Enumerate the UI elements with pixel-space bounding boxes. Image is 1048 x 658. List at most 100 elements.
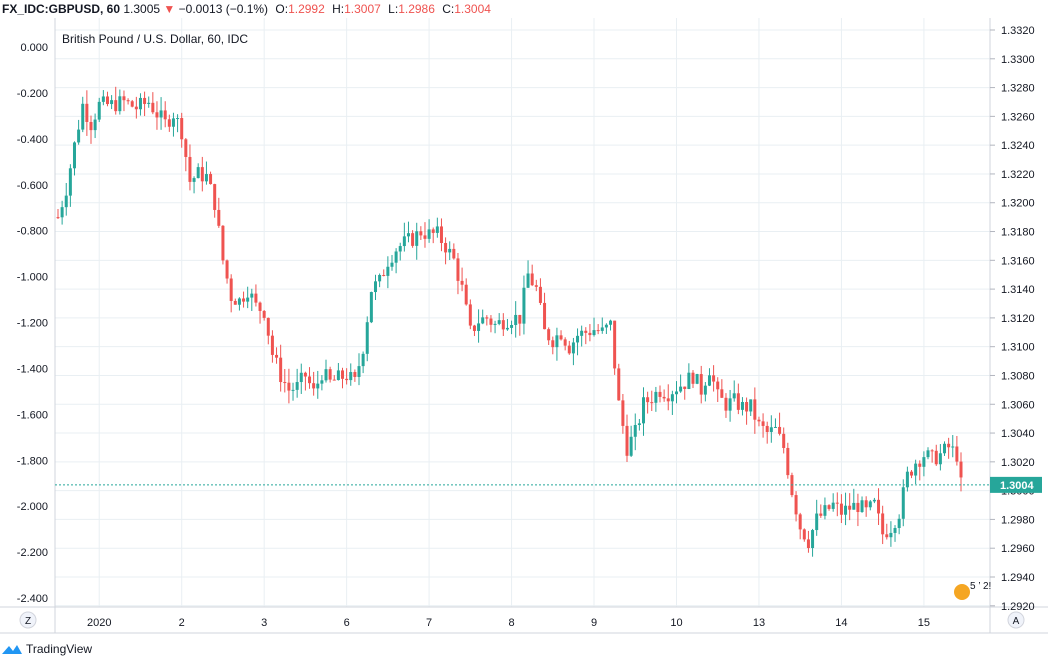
candle-body bbox=[439, 226, 443, 244]
candle-body bbox=[130, 101, 134, 107]
candle-body bbox=[320, 380, 324, 384]
right-axis-tick-label: 1.2920 bbox=[1001, 601, 1035, 613]
candle-body bbox=[881, 513, 885, 535]
log-scale-button[interactable] bbox=[19, 611, 37, 629]
candle-body bbox=[811, 530, 815, 549]
candle-body bbox=[378, 274, 382, 282]
right-axis-tick-label: 1.3020 bbox=[1001, 457, 1035, 469]
right-axis-tick-label: 1.3300 bbox=[1001, 54, 1035, 66]
candle-body bbox=[501, 320, 505, 330]
candle-body bbox=[93, 119, 97, 131]
candle-body bbox=[167, 119, 171, 127]
candle-body bbox=[250, 293, 254, 298]
candle-body bbox=[576, 335, 580, 343]
candle-body bbox=[497, 320, 501, 324]
candle-body bbox=[658, 391, 662, 397]
right-axis-tick-label: 1.3080 bbox=[1001, 370, 1035, 382]
left-axis-tick-label: -1.200 bbox=[17, 318, 48, 330]
candle-body bbox=[922, 457, 926, 467]
left-axis-tick-label: -2.000 bbox=[17, 501, 48, 513]
event-flag-icon[interactable] bbox=[954, 584, 970, 600]
candle-body bbox=[831, 502, 835, 509]
candle-body bbox=[72, 142, 76, 169]
candle-body bbox=[242, 298, 246, 302]
candle-body bbox=[485, 317, 489, 319]
candle-body bbox=[518, 314, 522, 324]
candle-body bbox=[872, 499, 876, 502]
candle-body bbox=[534, 285, 538, 287]
candle-body bbox=[237, 298, 241, 305]
candle-body bbox=[555, 335, 559, 348]
candle-body bbox=[258, 302, 262, 311]
candle-body bbox=[773, 426, 777, 428]
candle-body bbox=[291, 389, 295, 391]
candle-body bbox=[68, 168, 72, 196]
candle-body bbox=[794, 495, 798, 515]
current-price-label: 1.3004 bbox=[1000, 480, 1035, 492]
candle-body bbox=[489, 318, 493, 325]
candle-body bbox=[77, 129, 81, 143]
candle-body bbox=[114, 100, 118, 112]
time-axis-tick-label: 2 bbox=[179, 617, 185, 629]
candle-body bbox=[543, 302, 547, 330]
candle-body bbox=[819, 513, 823, 516]
candle-body bbox=[192, 178, 196, 182]
left-axis-tick-label: -2.200 bbox=[17, 547, 48, 559]
candle-body bbox=[287, 382, 291, 391]
candle-body bbox=[918, 463, 922, 467]
candle-body bbox=[580, 330, 584, 336]
candle-body bbox=[650, 402, 654, 404]
event-badge: 5 ’ 2! bbox=[970, 581, 991, 592]
low-value: 1.2986 bbox=[398, 2, 435, 16]
candle-body bbox=[530, 273, 534, 286]
time-axis-tick-label: 8 bbox=[508, 617, 514, 629]
candle-body bbox=[402, 236, 406, 247]
candle-body bbox=[126, 100, 130, 102]
candle-body bbox=[60, 207, 64, 218]
candle-body bbox=[609, 320, 613, 325]
candle-body bbox=[889, 532, 893, 538]
time-axis-tick-label: 15 bbox=[918, 617, 930, 629]
time-axis-tick-label: 6 bbox=[344, 617, 350, 629]
price-chart[interactable]: 1.3320 1.3300 1.3280 1.3260 1.3240 1.3220 1.32… bbox=[0, 0, 1048, 640]
change-arrow-icon: ▼ bbox=[163, 2, 176, 16]
candle-body bbox=[353, 372, 357, 377]
left-axis-tick-label: -1.400 bbox=[17, 363, 48, 375]
time-axis-tick-label: 7 bbox=[426, 617, 432, 629]
right-axis-tick-label: 1.3320 bbox=[1001, 25, 1035, 37]
open-label: O: bbox=[275, 2, 289, 16]
candle-body bbox=[365, 322, 369, 354]
candle-body bbox=[225, 260, 229, 279]
left-axis-tick-label: -1.800 bbox=[17, 455, 48, 467]
candle-body bbox=[629, 436, 633, 456]
candle-body bbox=[357, 366, 361, 377]
candle-body bbox=[101, 96, 105, 102]
candle-body bbox=[699, 374, 703, 395]
candle-body bbox=[312, 383, 316, 389]
candle-body bbox=[666, 398, 670, 402]
candle-body bbox=[596, 330, 600, 332]
candle-body bbox=[815, 513, 819, 531]
high-label: H: bbox=[332, 2, 345, 16]
candle-body bbox=[373, 281, 377, 293]
candle-body bbox=[943, 443, 947, 454]
left-axis-tick-label: 0.000 bbox=[20, 42, 48, 54]
candle-body bbox=[914, 463, 918, 476]
candle-body bbox=[188, 156, 192, 182]
right-axis-tick-label: 1.3140 bbox=[1001, 284, 1035, 296]
candle-body bbox=[316, 383, 320, 389]
candle-body bbox=[839, 503, 843, 515]
symbol-name: FX_IDC:GBPUSD, 60 bbox=[2, 2, 121, 16]
candle-body bbox=[563, 339, 567, 346]
candle-body bbox=[703, 385, 707, 395]
candle-body bbox=[926, 450, 930, 458]
candle-body bbox=[947, 443, 951, 448]
candle-body bbox=[860, 500, 864, 513]
candle-body bbox=[303, 372, 307, 377]
current-price-badge bbox=[990, 476, 1042, 493]
auto-scale-button[interactable] bbox=[1007, 611, 1025, 629]
candle-body bbox=[604, 324, 608, 328]
candle-body bbox=[472, 325, 476, 331]
candle-body bbox=[81, 103, 85, 130]
candle-body bbox=[349, 372, 353, 381]
